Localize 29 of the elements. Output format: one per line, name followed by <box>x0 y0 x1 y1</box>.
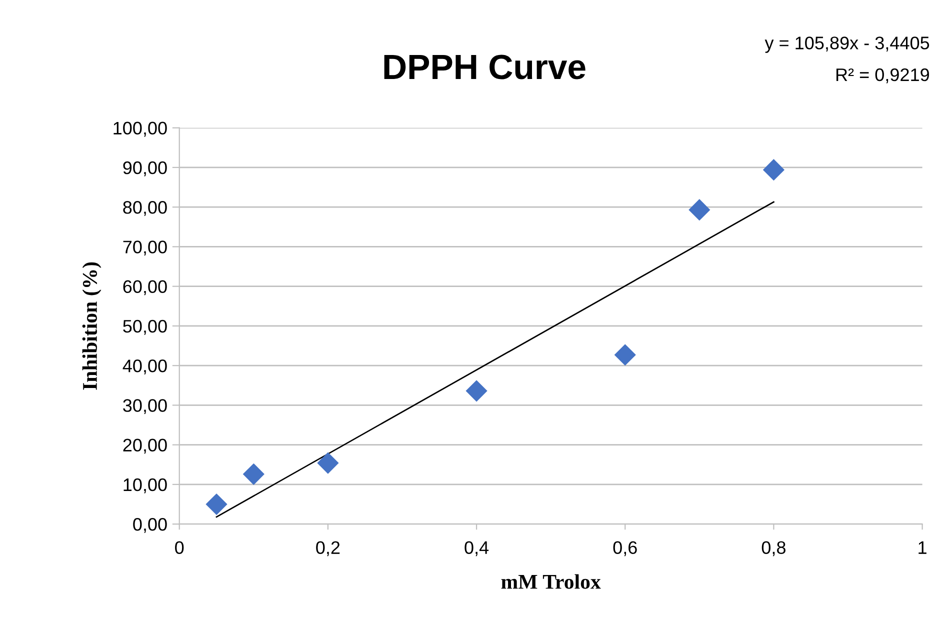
x-tick-label: 0,4 <box>464 541 489 556</box>
point <box>317 452 338 474</box>
y-tick-label: 70,00 <box>123 240 167 256</box>
x-tick-label: 0,2 <box>316 541 340 556</box>
y-axis-title: Inhibition (%) <box>82 262 102 390</box>
y-tick-label: 30,00 <box>123 399 167 414</box>
x-tick-label: 1 <box>918 541 926 554</box>
y-tick-label: 40,00 <box>122 360 167 374</box>
x-tick-label: 0,8 <box>762 541 786 556</box>
point <box>243 464 264 485</box>
text: y = 105,89x - 3,4405 <box>764 36 930 53</box>
y-tick-label: 100,00 <box>114 122 167 137</box>
text: R² = 0,9219 <box>836 68 929 84</box>
point <box>688 199 710 220</box>
y-tick-label: 20,00 <box>123 438 167 454</box>
y-tick-label: 10,00 <box>124 478 167 494</box>
point <box>614 344 636 366</box>
chart-title: DPPH Curve <box>384 54 586 80</box>
x-axis-title: mM Trolox <box>501 574 601 589</box>
y-tick-label: 0,00 <box>133 518 167 533</box>
y-tick-label: 90,00 <box>123 161 167 176</box>
point <box>466 380 488 402</box>
y-tick-label: 60,00 <box>123 280 167 296</box>
y-tick-label: 50,00 <box>123 320 167 335</box>
x-tick-label: 0,6 <box>613 541 637 556</box>
x-tick-label: 0 <box>175 541 184 554</box>
point <box>206 494 228 515</box>
y-tick-label: 80,00 <box>123 201 167 216</box>
point <box>763 159 784 180</box>
